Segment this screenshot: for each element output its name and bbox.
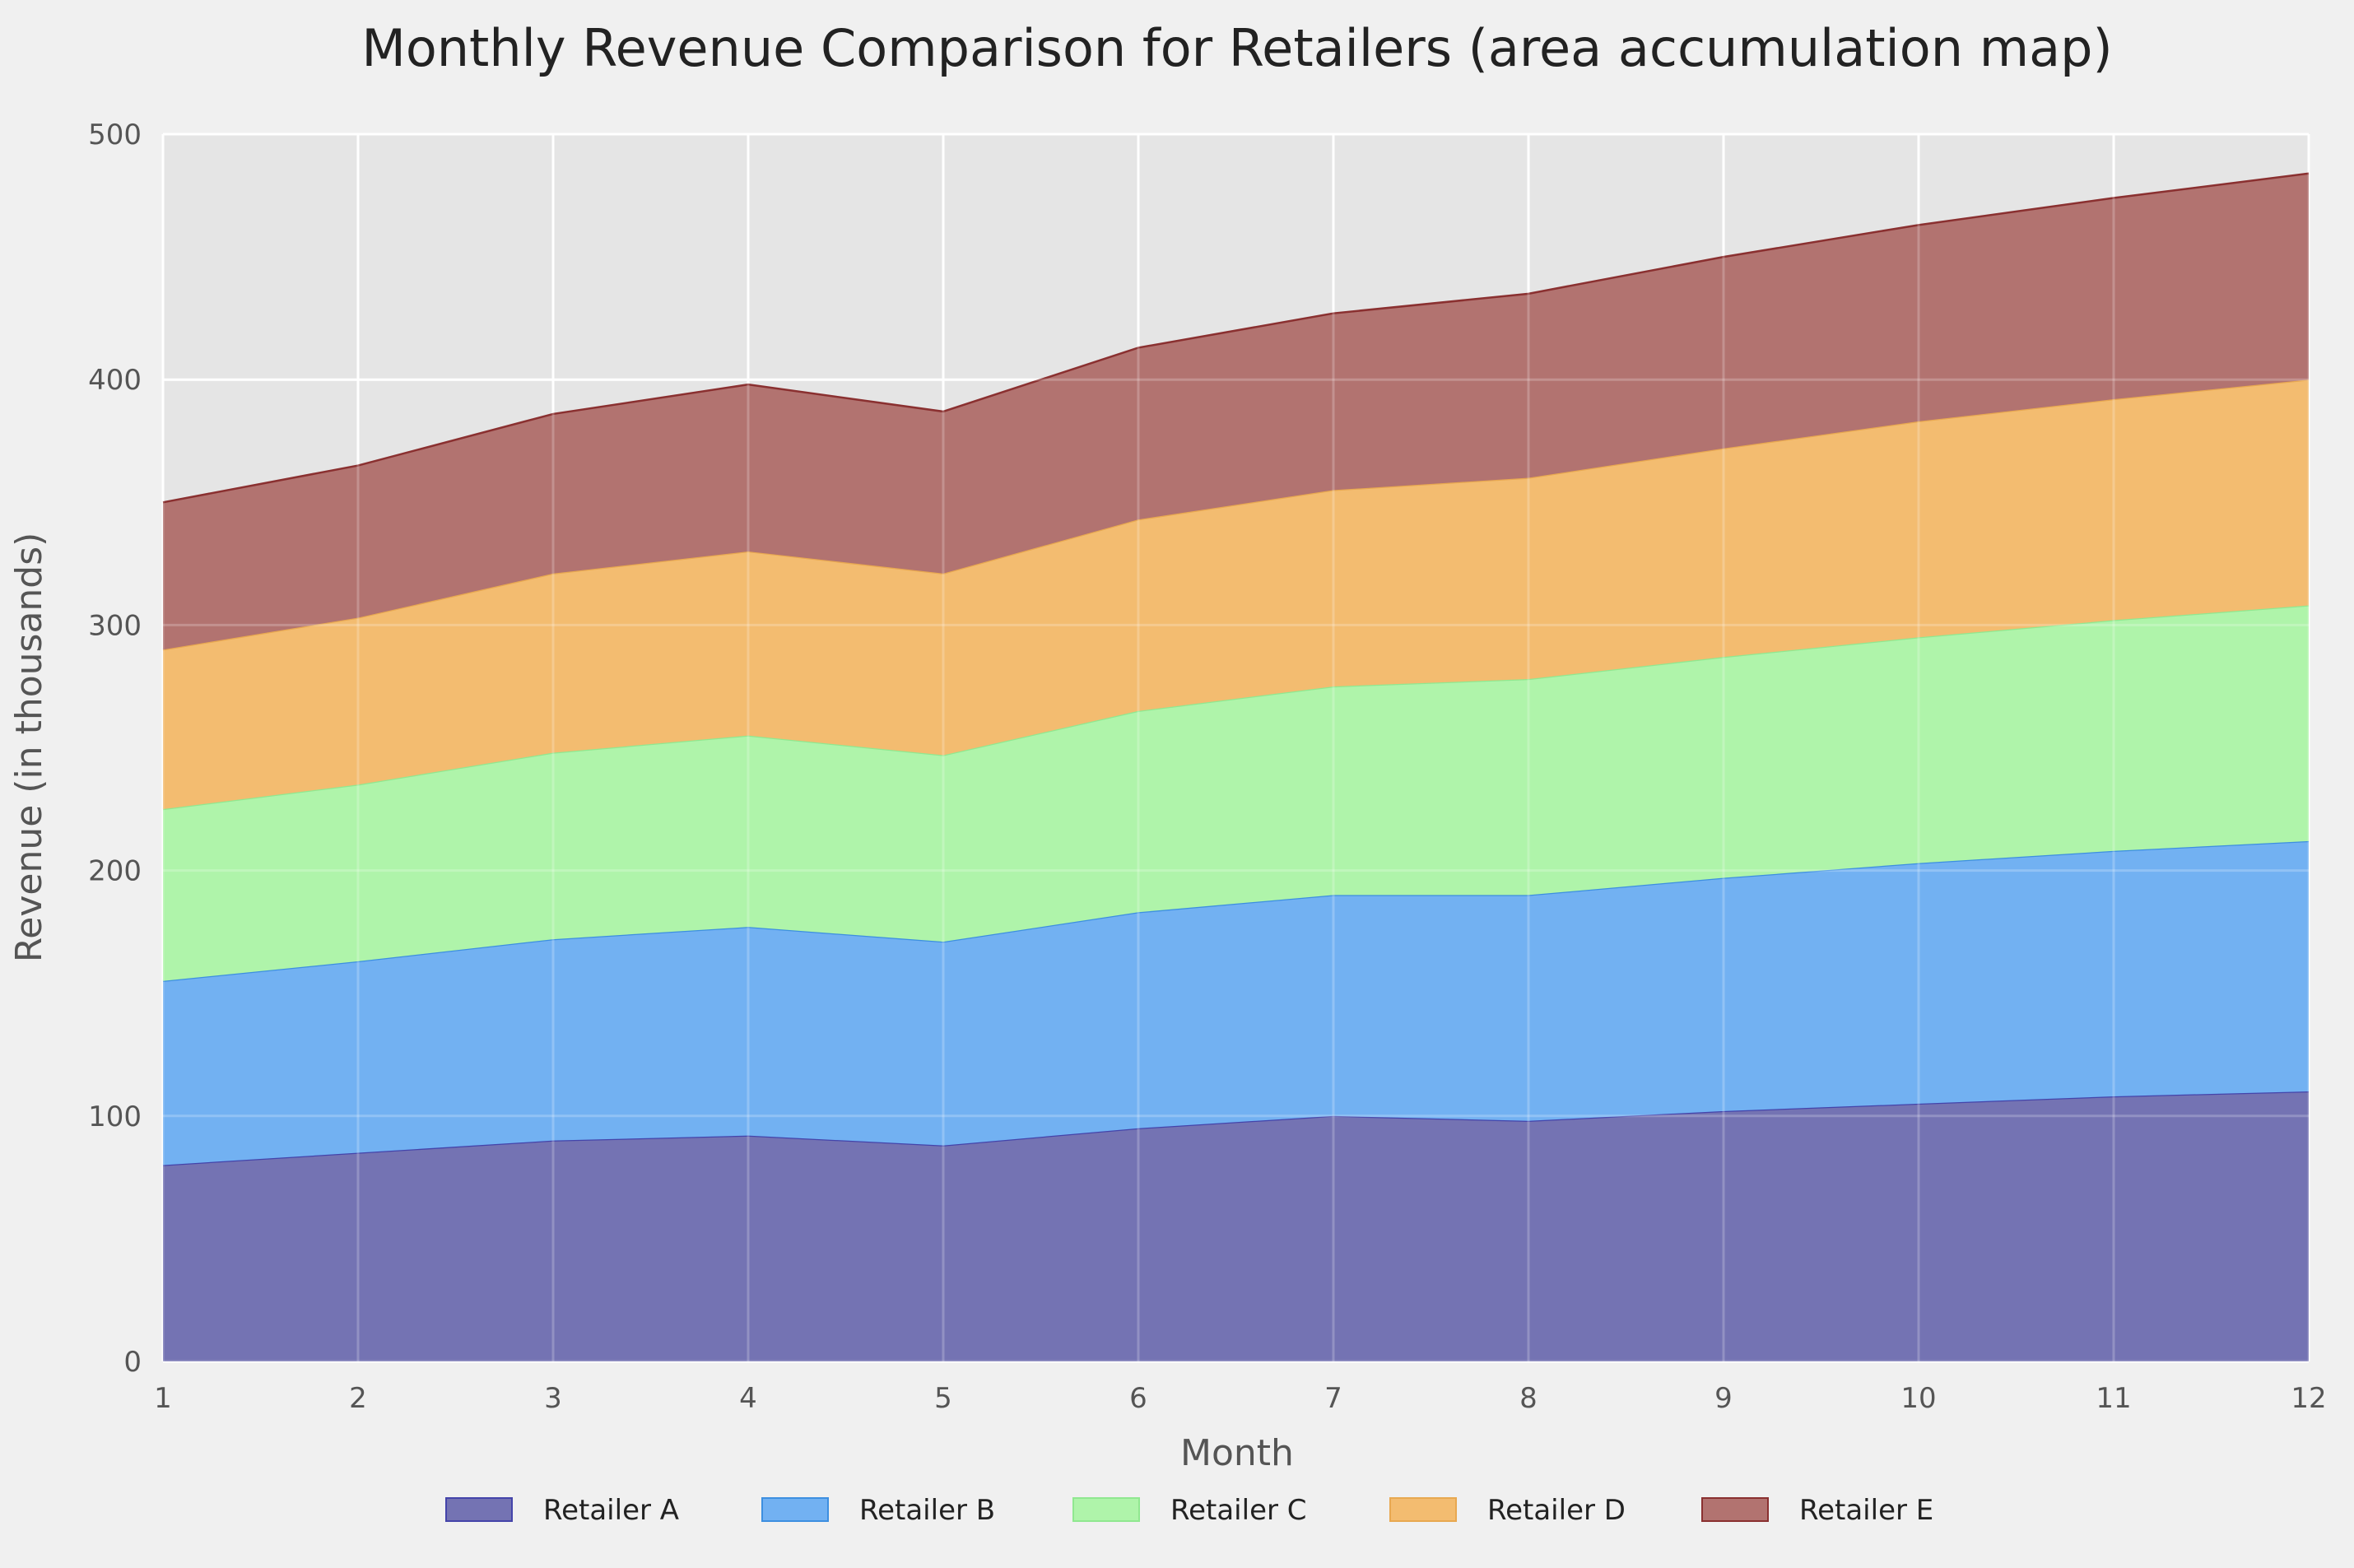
y-tick-label: 100 bbox=[88, 1100, 142, 1133]
legend-swatch bbox=[761, 1497, 829, 1522]
y-tick-label: 400 bbox=[88, 364, 142, 397]
x-tick-label: 7 bbox=[1324, 1382, 1342, 1415]
y-tick-label: 200 bbox=[88, 855, 142, 888]
legend-item-retailer-e: Retailer E bbox=[1701, 1494, 1933, 1527]
legend-item-retailer-b: Retailer B bbox=[761, 1494, 995, 1527]
legend: Retailer A Retailer B Retailer C Retailer D… bbox=[445, 1494, 1933, 1527]
legend-item-retailer-d: Retailer D bbox=[1389, 1494, 1626, 1527]
x-tick-label: 1 bbox=[154, 1382, 172, 1415]
x-tick-label: 4 bbox=[739, 1382, 757, 1415]
legend-swatch bbox=[1389, 1497, 1457, 1522]
y-axis-ticks: 0 100 200 300 400 500 bbox=[88, 119, 142, 1379]
legend-label: Retailer C bbox=[1170, 1494, 1307, 1527]
x-tick-label: 5 bbox=[934, 1382, 952, 1415]
y-tick-label: 0 bbox=[123, 1346, 142, 1379]
x-tick-label: 3 bbox=[544, 1382, 562, 1415]
legend-label: Retailer E bbox=[1799, 1494, 1933, 1527]
area-retailer-c bbox=[163, 605, 2309, 981]
legend-item-retailer-a: Retailer A bbox=[445, 1494, 679, 1527]
legend-swatch bbox=[1701, 1497, 1769, 1522]
x-axis-label: Month bbox=[1180, 1432, 1294, 1474]
chart-title: Monthly Revenue Comparison for Retailers… bbox=[361, 18, 2112, 78]
x-tick-label: 10 bbox=[1900, 1382, 1936, 1415]
x-tick-label: 9 bbox=[1714, 1382, 1733, 1415]
legend-item-retailer-c: Retailer C bbox=[1072, 1494, 1307, 1527]
legend-swatch bbox=[1072, 1497, 1140, 1522]
x-tick-label: 8 bbox=[1519, 1382, 1538, 1415]
x-tick-label: 11 bbox=[2096, 1382, 2131, 1415]
legend-label: Retailer A bbox=[543, 1494, 679, 1527]
y-axis-label: Revenue (in thousands) bbox=[8, 533, 50, 963]
gridline-overlay bbox=[161, 133, 2310, 1363]
legend-label: Retailer D bbox=[1487, 1494, 1626, 1527]
x-tick-label: 2 bbox=[349, 1382, 367, 1415]
area-retailer-a bbox=[163, 1091, 2309, 1361]
x-axis-ticks: 1 2 3 4 5 6 7 8 9 10 11 12 bbox=[154, 1382, 2326, 1415]
x-tick-label: 12 bbox=[2291, 1382, 2326, 1415]
y-tick-label: 500 bbox=[88, 119, 142, 151]
legend-label: Retailer B bbox=[859, 1494, 995, 1527]
legend-swatch bbox=[445, 1497, 513, 1522]
area-retailer-b bbox=[163, 840, 2309, 1166]
area-retailer-e bbox=[163, 173, 2309, 650]
area-series bbox=[162, 172, 2310, 1361]
area-retailer-d bbox=[163, 379, 2309, 810]
x-tick-label: 6 bbox=[1129, 1382, 1147, 1415]
area-edge-retailer-e bbox=[162, 172, 2310, 504]
y-tick-label: 300 bbox=[88, 609, 142, 642]
